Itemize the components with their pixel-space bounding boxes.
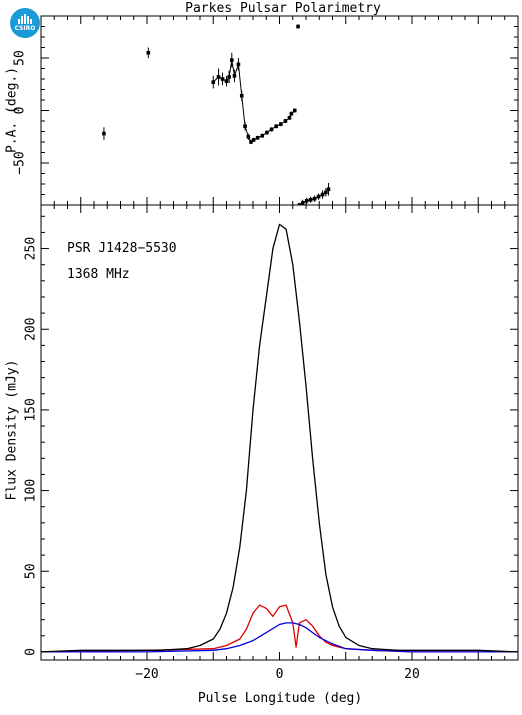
- pa-data-point: [246, 134, 251, 139]
- csiro-logo-text: CSIRO: [14, 25, 36, 32]
- pa-data-point: [289, 111, 294, 116]
- pa-data-point: [297, 203, 302, 205]
- pa-data-point: [249, 140, 253, 144]
- flux-y-tick-label: 150: [24, 398, 39, 421]
- pa-data-point: [251, 138, 256, 142]
- flux-y-tick-label: 0: [24, 648, 39, 656]
- pa-data-point: [255, 136, 260, 140]
- pa-data-point: [230, 58, 234, 62]
- pa-data-point: [316, 194, 321, 199]
- pa-data-point: [326, 187, 331, 192]
- pa-y-axis-label: P.A. (deg.): [5, 67, 20, 153]
- csiro-logo-bars: [18, 14, 32, 24]
- pa-points-group: [102, 24, 331, 205]
- flux-y-tick-label: 200: [24, 317, 39, 340]
- pa-y-tick-label: 0: [13, 107, 28, 115]
- pa-data-point: [269, 127, 274, 132]
- pa-trace-line: [212, 60, 296, 143]
- x-tick-label: 0: [276, 667, 284, 682]
- pa-data-point: [260, 133, 265, 138]
- pa-data-point: [304, 199, 309, 203]
- pa-data-point: [312, 196, 317, 201]
- pa-data-point: [232, 74, 237, 78]
- pa-data-point: [283, 119, 288, 123]
- linear-polarization-line: [41, 604, 518, 653]
- pa-data-point: [227, 75, 231, 79]
- pa-data-point: [243, 124, 247, 129]
- flux-x-axis-label: Pulse Longitude (deg): [198, 691, 362, 706]
- flux-y-tick-label: 100: [24, 479, 39, 502]
- pa-data-point: [265, 130, 269, 135]
- pa-data-point: [224, 79, 229, 83]
- pa-data-point: [236, 62, 241, 67]
- chart-title: Parkes Pulsar Polarimetry: [185, 1, 381, 16]
- pa-data-point: [296, 24, 300, 29]
- pa-data-point: [300, 201, 305, 205]
- x-tick-label: 20: [404, 667, 420, 682]
- circular-polarization-line: [41, 622, 518, 653]
- pa-data-point: [274, 124, 278, 129]
- pa-data-point: [216, 75, 221, 79]
- pa-y-tick-label: −50: [13, 151, 28, 174]
- pa-data-point: [102, 131, 106, 136]
- pa-data-point: [292, 108, 297, 113]
- pa-data-point: [146, 50, 151, 55]
- flux-y-axis-label: Flux Density (mJy): [5, 360, 20, 501]
- pa-data-point: [324, 190, 328, 195]
- flux-lines-group: [41, 223, 518, 653]
- total-intensity-line: [41, 223, 518, 653]
- pa-panel-frame: [40, 15, 519, 206]
- pa-data-point: [279, 122, 283, 126]
- pa-y-tick-label: 50: [13, 50, 28, 66]
- flux-y-tick-label: 250: [24, 237, 39, 260]
- pa-data-point: [287, 116, 292, 120]
- flux-y-tick-label: 50: [24, 563, 39, 579]
- frequency-label: 1368 MHz: [67, 267, 130, 282]
- pa-data-point: [239, 94, 244, 98]
- pulsar-name-label: PSR J1428−5530: [67, 241, 177, 256]
- pa-data-point: [308, 197, 313, 202]
- csiro-logo: CSIRO: [10, 8, 40, 38]
- x-tick-label: −20: [135, 667, 158, 682]
- pa-data-point: [211, 80, 216, 84]
- pa-data-point: [320, 192, 325, 197]
- pa-data-point: [220, 77, 225, 81]
